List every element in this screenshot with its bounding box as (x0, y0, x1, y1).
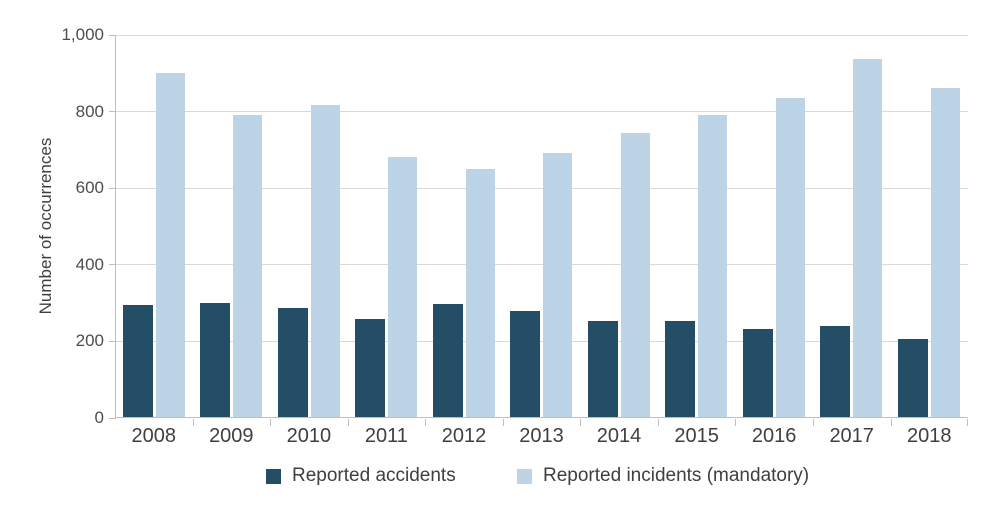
bar-2009-accidents (200, 302, 231, 417)
legend-item: Reported accidents (266, 465, 456, 486)
bar-group-2017 (813, 35, 890, 417)
x-axis-label-2017: 2017 (829, 425, 874, 447)
bar-2012-accidents (432, 304, 463, 417)
y-tick-mark (109, 340, 116, 342)
x-tick-mark (967, 419, 968, 426)
bar-group-2015 (658, 35, 735, 417)
legend-label: Reported accidents (292, 465, 456, 486)
y-tick-label: 400 (75, 254, 104, 274)
x-axis-label-2012: 2012 (441, 425, 487, 447)
x-tick-mark (657, 419, 659, 426)
y-tick-label: 0 (94, 408, 104, 427)
bar-2016-accidents (742, 329, 773, 417)
x-axis-label-2011: 2011 (364, 425, 408, 447)
gridline-1000 (116, 35, 968, 36)
x-axis-label-2015: 2015 (674, 425, 719, 447)
legend-swatch-icon (266, 468, 281, 484)
y-tick-mark (109, 264, 116, 266)
x-tick-mark (425, 419, 427, 426)
bar-2018-incidents (930, 87, 960, 417)
x-tick-mark (580, 419, 582, 426)
y-axis-title: Number of occurrences (36, 137, 55, 315)
x-axis-labels: 2008 2009 2010 2011 2012 2013 2014 2015 2016 2017… (115, 425, 968, 448)
y-tick-label: 600 (75, 178, 104, 198)
bar-2011-incidents (388, 157, 418, 417)
legend-item: Reported incidents (mandatory) (517, 465, 810, 486)
gridline-600 (116, 187, 968, 189)
x-tick-mark (890, 419, 892, 426)
x-axis-label-2016: 2016 (751, 425, 797, 447)
x-axis-label-2010: 2010 (286, 425, 332, 447)
y-tick-label: 1,000 (61, 25, 104, 44)
x-axis-ticks (115, 419, 968, 427)
legend-label: Reported incidents (mandatory) (543, 465, 810, 486)
bar-2013-incidents (543, 152, 573, 417)
y-tick-mark (109, 34, 116, 36)
bar-2018-accidents (897, 339, 928, 417)
y-tick-mark (109, 111, 116, 113)
bar-2017-incidents (853, 58, 883, 417)
y-tick-label: 200 (75, 331, 104, 351)
bar-2010-accidents (277, 307, 308, 417)
bar-2015-accidents (665, 320, 696, 417)
bars-layer (116, 35, 968, 417)
bar-2017-accidents (820, 325, 851, 417)
bar-group-2012 (426, 35, 503, 417)
bar-group-2010 (271, 35, 348, 417)
x-axis-label-2009: 2009 (209, 425, 254, 447)
bar-2014-incidents (620, 132, 650, 417)
y-tick-mark (109, 417, 116, 419)
gridline-200 (116, 340, 968, 342)
x-axis-label-2014: 2014 (596, 425, 642, 447)
bar-2016-incidents (775, 98, 805, 417)
bar-group-2013 (503, 35, 580, 417)
bar-group-2009 (193, 35, 270, 417)
gridline-400 (116, 264, 968, 266)
bar-2015-incidents (698, 115, 728, 417)
y-tick-mark (109, 187, 116, 189)
bar-2008-accidents (123, 304, 153, 417)
bar-2010-incidents (310, 104, 340, 417)
bar-2009-incidents (233, 115, 263, 417)
bar-2014-accidents (587, 320, 618, 417)
x-axis-label-2013: 2013 (519, 425, 564, 447)
gridline-800 (116, 111, 968, 113)
bar-group-2016 (736, 35, 813, 417)
plot-area (109, 34, 968, 419)
x-axis-label-2008: 2008 (131, 425, 177, 447)
bar-2012-incidents (465, 168, 495, 417)
bar-group-2014 (581, 35, 658, 417)
x-tick-mark (347, 419, 349, 426)
bar-group-2018 (891, 35, 968, 417)
x-tick-mark (192, 419, 194, 426)
legend-swatch-icon (517, 468, 532, 484)
x-tick-mark (735, 419, 737, 426)
y-tick-label: 800 (75, 101, 104, 121)
bar-2008-incidents (156, 73, 185, 417)
x-tick-mark (502, 419, 504, 426)
x-axis-label-2018: 2018 (906, 425, 952, 447)
x-tick-mark (812, 419, 814, 426)
bar-2013-accidents (510, 311, 541, 417)
x-tick-mark (270, 419, 272, 426)
bar-group-2011 (348, 35, 425, 417)
bar-2011-accidents (355, 319, 386, 417)
bar-group-2008 (116, 35, 193, 417)
